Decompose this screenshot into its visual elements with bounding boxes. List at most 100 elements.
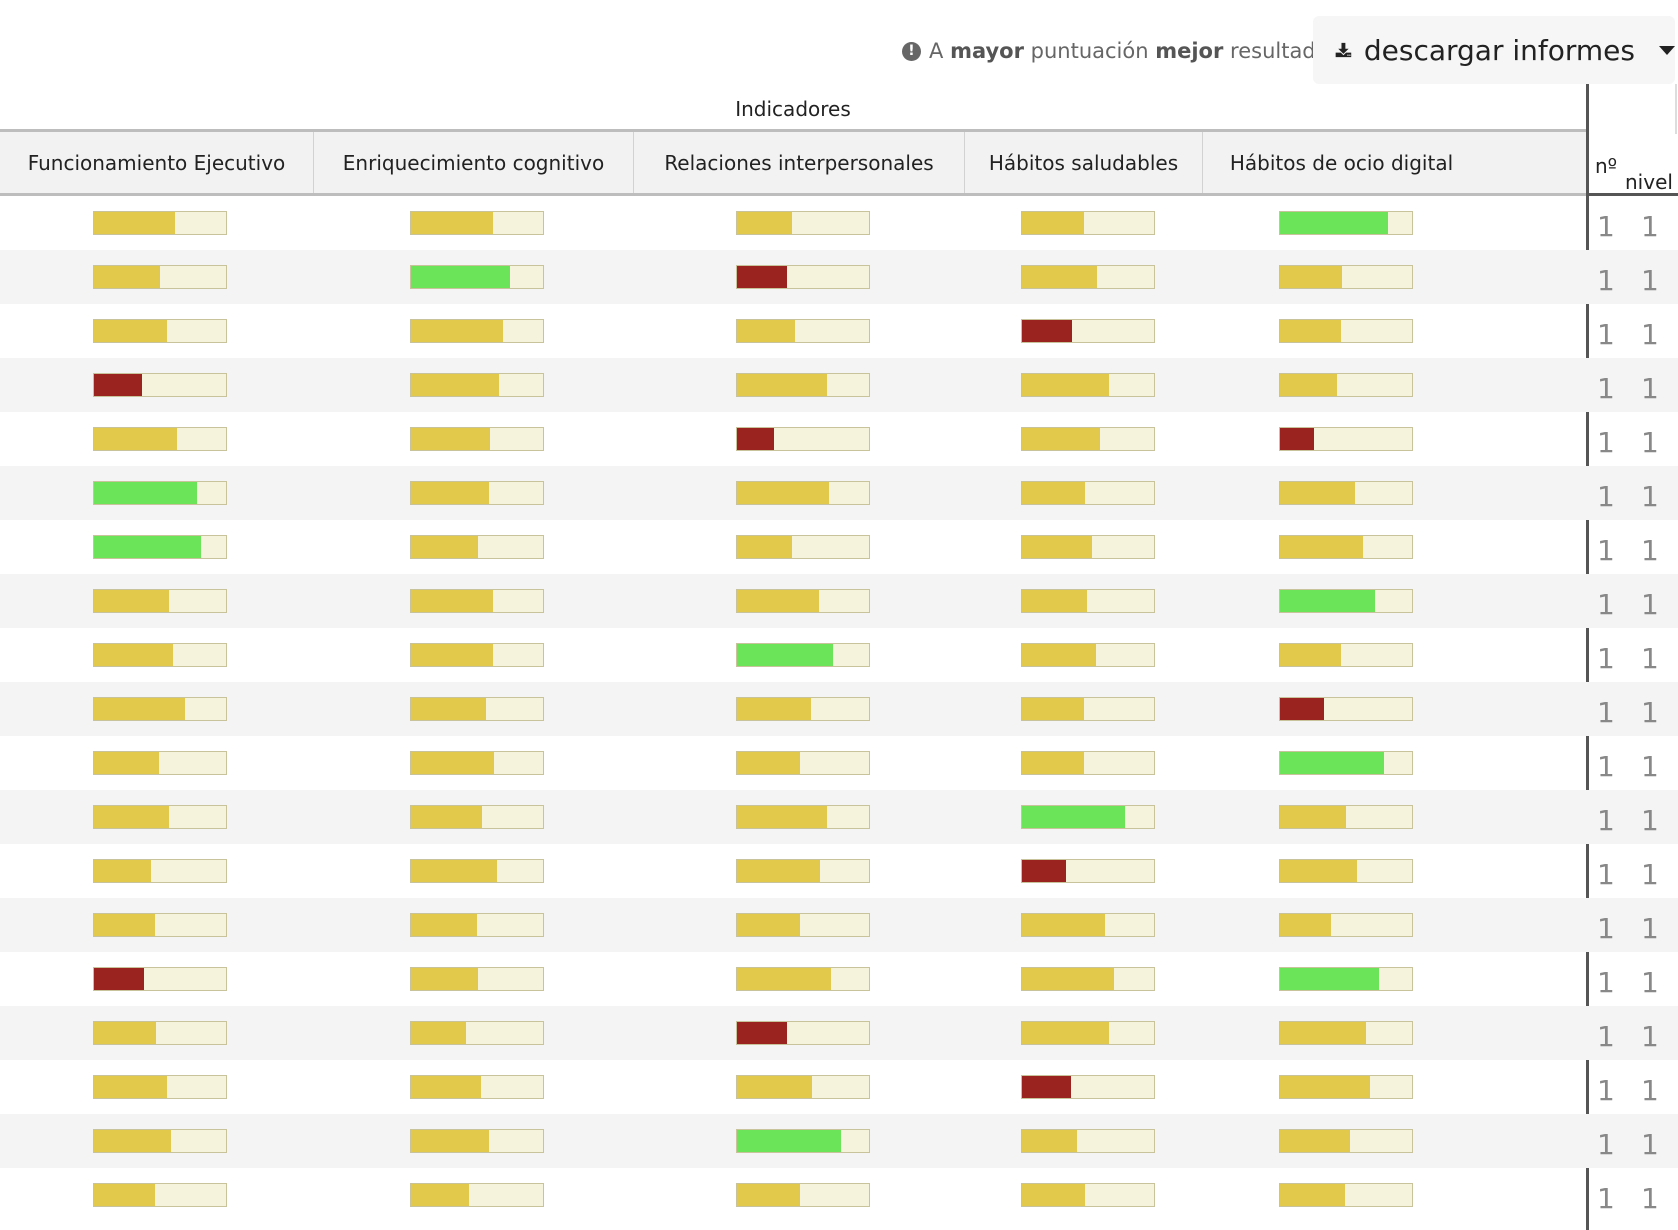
score-bar: [93, 481, 227, 505]
score-bar: [93, 211, 227, 235]
score-bar-fill: [737, 914, 800, 936]
score-bar: [93, 373, 227, 397]
score-bar-fill: [94, 590, 169, 612]
score-bar: [1021, 913, 1155, 937]
score-bar: [736, 751, 870, 775]
score-bar: [410, 481, 544, 505]
hint-prefix: A: [929, 39, 944, 63]
hint-bold-mejor: mejor: [1155, 39, 1224, 63]
score-bar: [736, 481, 870, 505]
score-bar-fill: [1022, 482, 1085, 504]
row-level: 1: [1641, 1128, 1659, 1161]
score-bar-fill: [1022, 1130, 1077, 1152]
score-bar-fill: [411, 806, 482, 828]
score-bar-fill: [737, 428, 774, 450]
column-header-1[interactable]: Funcionamiento Ejecutivo: [0, 132, 314, 193]
score-bar: [93, 967, 227, 991]
score-bar-fill: [1280, 266, 1342, 288]
score-bar-fill: [737, 644, 833, 666]
score-bar-fill: [737, 320, 795, 342]
score-bar-fill: [1280, 482, 1355, 504]
score-bar: [410, 589, 544, 613]
hint-bold-mayor: mayor: [950, 39, 1024, 63]
score-bar: [1021, 373, 1155, 397]
row-level: 1: [1641, 1020, 1659, 1053]
score-bar-fill: [737, 698, 811, 720]
score-bar: [1279, 1075, 1413, 1099]
score-bar: [410, 535, 544, 559]
column-header-2[interactable]: Enriquecimiento cognitivo: [314, 132, 634, 193]
score-bar-fill: [737, 806, 827, 828]
score-bar-fill: [737, 752, 800, 774]
score-bar: [1021, 643, 1155, 667]
score-bar-fill: [94, 1130, 171, 1152]
score-bar: [1021, 427, 1155, 451]
download-reports-button[interactable]: descargar informes: [1313, 16, 1675, 84]
row-level: 1: [1641, 804, 1659, 837]
score-bar: [736, 535, 870, 559]
column-header-3[interactable]: Relaciones interpersonales: [634, 132, 965, 193]
row-number: 1: [1597, 372, 1615, 405]
score-bar-fill: [737, 968, 831, 990]
row-number: 1: [1597, 588, 1615, 621]
score-bar: [1279, 373, 1413, 397]
row-number: 1: [1597, 1020, 1615, 1053]
column-header-5[interactable]: Hábitos de ocio digital: [1229, 150, 1454, 175]
score-bar: [93, 643, 227, 667]
toolbar: ! A mayor puntuación mejor resultado des…: [0, 0, 1678, 88]
score-bar-fill: [411, 374, 499, 396]
score-bar-fill: [94, 266, 160, 288]
header-level[interactable]: nivel: [1625, 170, 1673, 194]
score-bar-fill: [1280, 1076, 1370, 1098]
score-bar-fill: [1022, 1076, 1071, 1098]
score-bar-fill: [94, 698, 185, 720]
score-bar: [1021, 535, 1155, 559]
row-number: 1: [1597, 1128, 1615, 1161]
score-bar: [736, 265, 870, 289]
score-bar-fill: [411, 1022, 466, 1044]
score-bar-fill: [737, 1076, 812, 1098]
chevron-down-icon[interactable]: [1659, 45, 1675, 55]
row-number: 1: [1597, 1182, 1615, 1215]
score-bar-fill: [411, 698, 486, 720]
column-header-4[interactable]: Hábitos saludables: [965, 132, 1203, 193]
score-bar: [1021, 1075, 1155, 1099]
score-bar-fill: [1022, 374, 1109, 396]
score-bar: [736, 319, 870, 343]
header-number[interactable]: nº: [1595, 154, 1618, 178]
score-bar-fill: [1022, 536, 1092, 558]
score-bar-fill: [94, 914, 155, 936]
score-bar: [93, 805, 227, 829]
row-level: 1: [1641, 966, 1659, 999]
score-bar-fill: [737, 374, 827, 396]
score-bar-fill: [1280, 698, 1324, 720]
score-bar-fill: [1280, 428, 1314, 450]
score-bar-fill: [1280, 1022, 1366, 1044]
row-number: 1: [1597, 426, 1615, 459]
score-bar: [93, 1129, 227, 1153]
score-bar-fill: [1022, 968, 1114, 990]
score-bar: [93, 1021, 227, 1045]
score-bar: [410, 373, 544, 397]
score-bar: [1279, 1129, 1413, 1153]
score-bar-fill: [1280, 1184, 1345, 1206]
